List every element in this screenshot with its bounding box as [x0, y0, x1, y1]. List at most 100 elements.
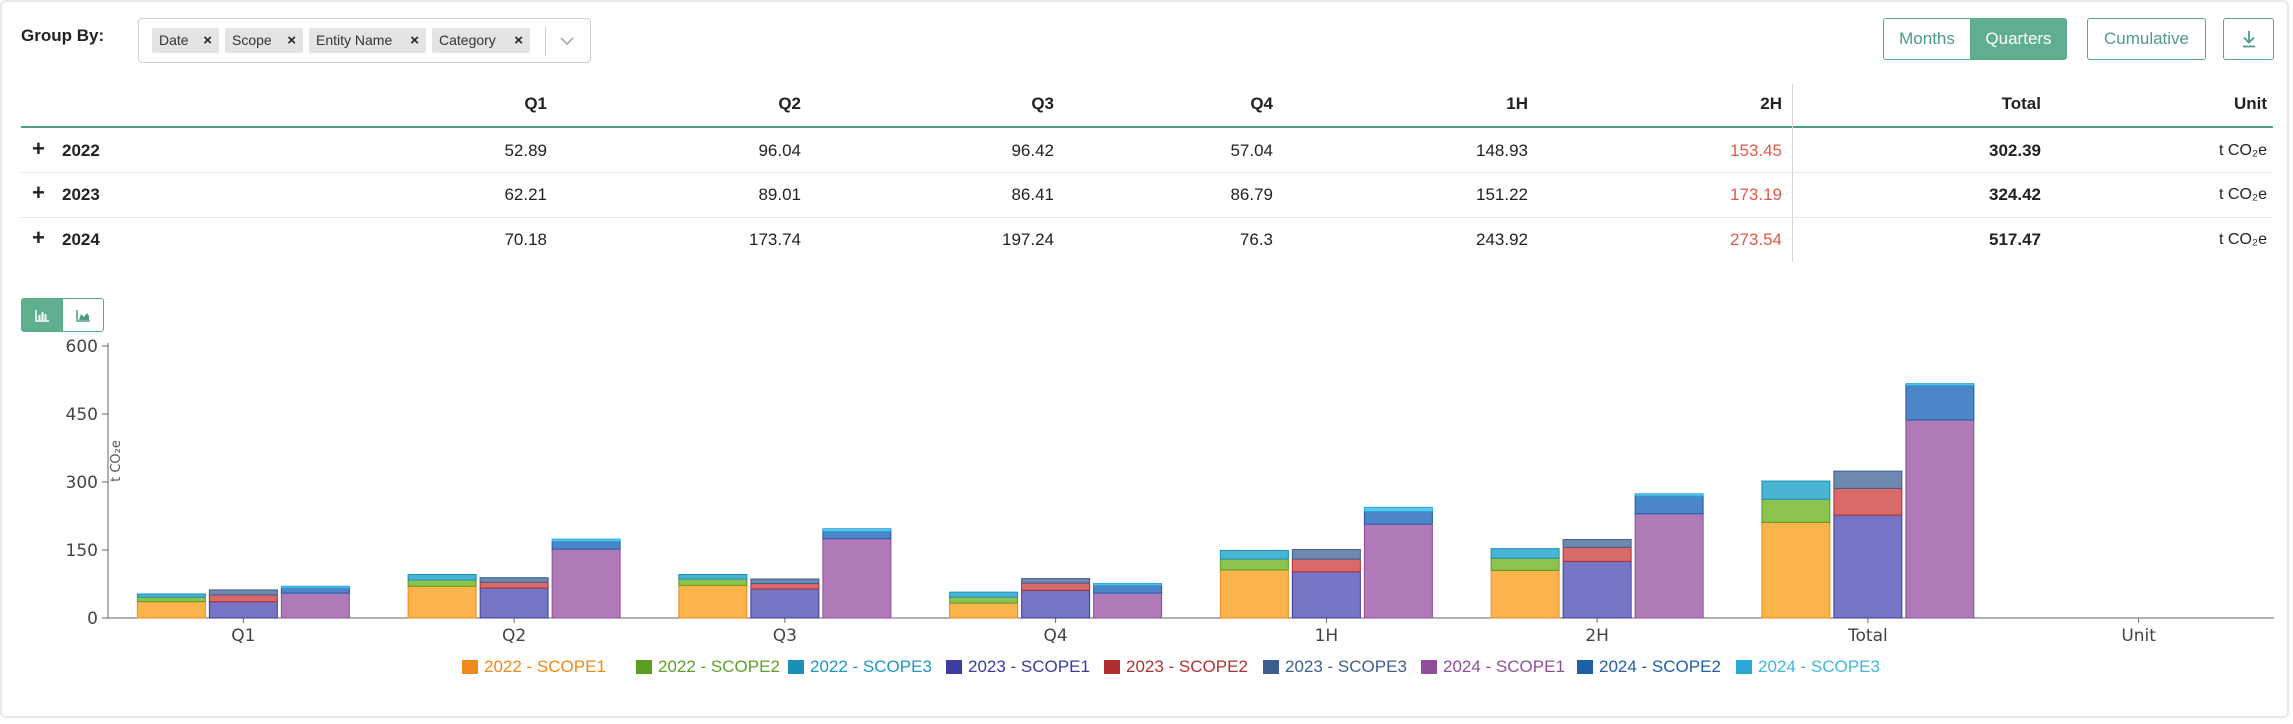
bar-chart-icon — [35, 310, 49, 322]
bar-segment — [1291, 558, 1361, 573]
bar-segment — [1905, 383, 1975, 386]
x-tick-label: 2H — [1585, 626, 1609, 646]
cell-2024-q1: 70.18 — [504, 230, 547, 249]
bar-segment — [750, 588, 820, 619]
bar-segment — [678, 584, 748, 619]
remove-entity-name-icon[interactable]: × — [410, 32, 419, 49]
x-tick-label: 1H — [1315, 626, 1339, 646]
bar-segment — [1634, 495, 1704, 515]
bar-segment — [1562, 560, 1632, 619]
bar-segment — [822, 538, 892, 619]
col-header-total: Total — [2001, 94, 2041, 113]
chip-entity-name: Entity Name × — [309, 28, 426, 53]
cell-2022-unit: t CO₂e — [2219, 142, 2267, 159]
cell-2023-1h: 151.22 — [1476, 185, 1528, 204]
bar-segment — [208, 594, 278, 603]
bar-segment — [551, 548, 621, 619]
col-header-1h: 1H — [1506, 94, 1528, 113]
bar-segment — [280, 587, 350, 594]
cell-2024-q4: 76.3 — [1239, 230, 1273, 249]
bar-segment — [280, 585, 350, 589]
bar-segment — [1905, 384, 1975, 421]
col-header-q4: Q4 — [1250, 94, 1273, 113]
row-divider — [21, 217, 2273, 218]
bar-segment — [1093, 592, 1163, 619]
cumulative-button[interactable]: Cumulative — [2087, 18, 2206, 60]
legend-label: 2023 - SCOPE1 — [968, 657, 1090, 676]
bar-segment — [407, 579, 477, 587]
bar-segment — [551, 540, 621, 550]
bar-segment — [1363, 523, 1433, 619]
cell-2022-q4: 57.04 — [1230, 141, 1273, 160]
bar-segment — [551, 538, 621, 542]
legend-swatch — [1577, 660, 1593, 674]
bar-segment — [1021, 582, 1091, 591]
bar-chart-toggle[interactable] — [21, 298, 63, 332]
cell-2022-q1: 52.89 — [504, 141, 547, 160]
bar-segment — [1833, 487, 1903, 516]
legend-label: 2022 - SCOPE1 — [484, 657, 606, 676]
cell-2024-q3: 197.24 — [1002, 230, 1054, 249]
legend-label: 2024 - SCOPE3 — [1758, 657, 1880, 676]
bar-segment — [1562, 539, 1632, 548]
chip-label: Date — [159, 32, 189, 48]
col-header-2h: 2H — [1760, 94, 1782, 113]
cell-2022-total: 302.39 — [1989, 141, 2041, 160]
download-button[interactable] — [2223, 18, 2274, 60]
bar-segment — [280, 592, 350, 619]
download-icon — [2242, 31, 2255, 48]
bar-segment — [136, 596, 206, 603]
expand-row-2024-icon[interactable]: + — [32, 225, 45, 250]
y-tick-label: 0 — [87, 609, 98, 629]
bar-segment — [208, 589, 278, 596]
months-button[interactable]: Months — [1883, 18, 1971, 60]
group-by-select[interactable]: Date × Scope × Entity Name × Category × — [138, 18, 591, 63]
bar-segment — [1291, 571, 1361, 619]
col-header-q3: Q3 — [1031, 94, 1054, 113]
bar-segment — [1634, 513, 1704, 619]
remove-date-icon[interactable]: × — [203, 32, 212, 49]
bar-segment — [136, 601, 206, 619]
cell-2024-total: 517.47 — [1989, 230, 2041, 249]
bar-segment — [822, 528, 892, 532]
x-tick-label: Unit — [2121, 626, 2156, 646]
col-header-q1: Q1 — [524, 94, 547, 113]
col-header-q2: Q2 — [778, 94, 801, 113]
col-header-unit: Unit — [2233, 94, 2267, 113]
quarters-button[interactable]: Quarters — [1970, 18, 2067, 60]
x-tick-label: Q4 — [1044, 626, 1068, 646]
y-axis-label: t CO₂e — [109, 440, 124, 482]
expand-row-2023-icon[interactable]: + — [32, 180, 45, 205]
chip-date: Date × — [152, 28, 219, 53]
cell-2023-q2: 89.01 — [758, 185, 801, 204]
bar-segment — [1219, 558, 1289, 571]
cell-2023-total: 324.42 — [1989, 185, 2041, 204]
emissions-bar-chart: t CO₂e 0 150 300 450 600 Q1 Q2 Q3 Q4 1H 2H Total Uni… — [66, 337, 2274, 646]
remove-category-icon[interactable]: × — [514, 32, 523, 49]
bar-segment — [1634, 493, 1704, 497]
cell-2023-q4: 86.79 — [1230, 185, 1273, 204]
select-divider — [545, 27, 546, 55]
bar-segment — [1833, 470, 1903, 489]
bar-segment — [479, 577, 549, 583]
x-tick-label: Q2 — [502, 626, 526, 646]
bar-segment — [1761, 521, 1831, 619]
y-tick-label: 150 — [66, 541, 98, 561]
legend-label: 2024 - SCOPE1 — [1443, 657, 1565, 676]
bar-segment — [1291, 549, 1361, 560]
remove-scope-icon[interactable]: × — [287, 32, 296, 49]
cell-2023-unit: t CO₂e — [2219, 186, 2267, 203]
cell-2022-1h: 148.93 — [1476, 141, 1528, 160]
bar-segment — [949, 596, 1019, 604]
row-year-2022: 2022 — [62, 141, 100, 160]
area-chart-toggle[interactable] — [62, 298, 104, 332]
bar-segment — [949, 591, 1019, 598]
bar-segment — [822, 530, 892, 540]
bar-segment — [407, 585, 477, 619]
expand-row-2022-icon[interactable]: + — [32, 136, 45, 161]
bar-segment — [1093, 584, 1163, 594]
chevron-down-icon[interactable] — [557, 31, 577, 51]
bar-segment — [208, 601, 278, 619]
chip-label: Category — [439, 32, 496, 48]
